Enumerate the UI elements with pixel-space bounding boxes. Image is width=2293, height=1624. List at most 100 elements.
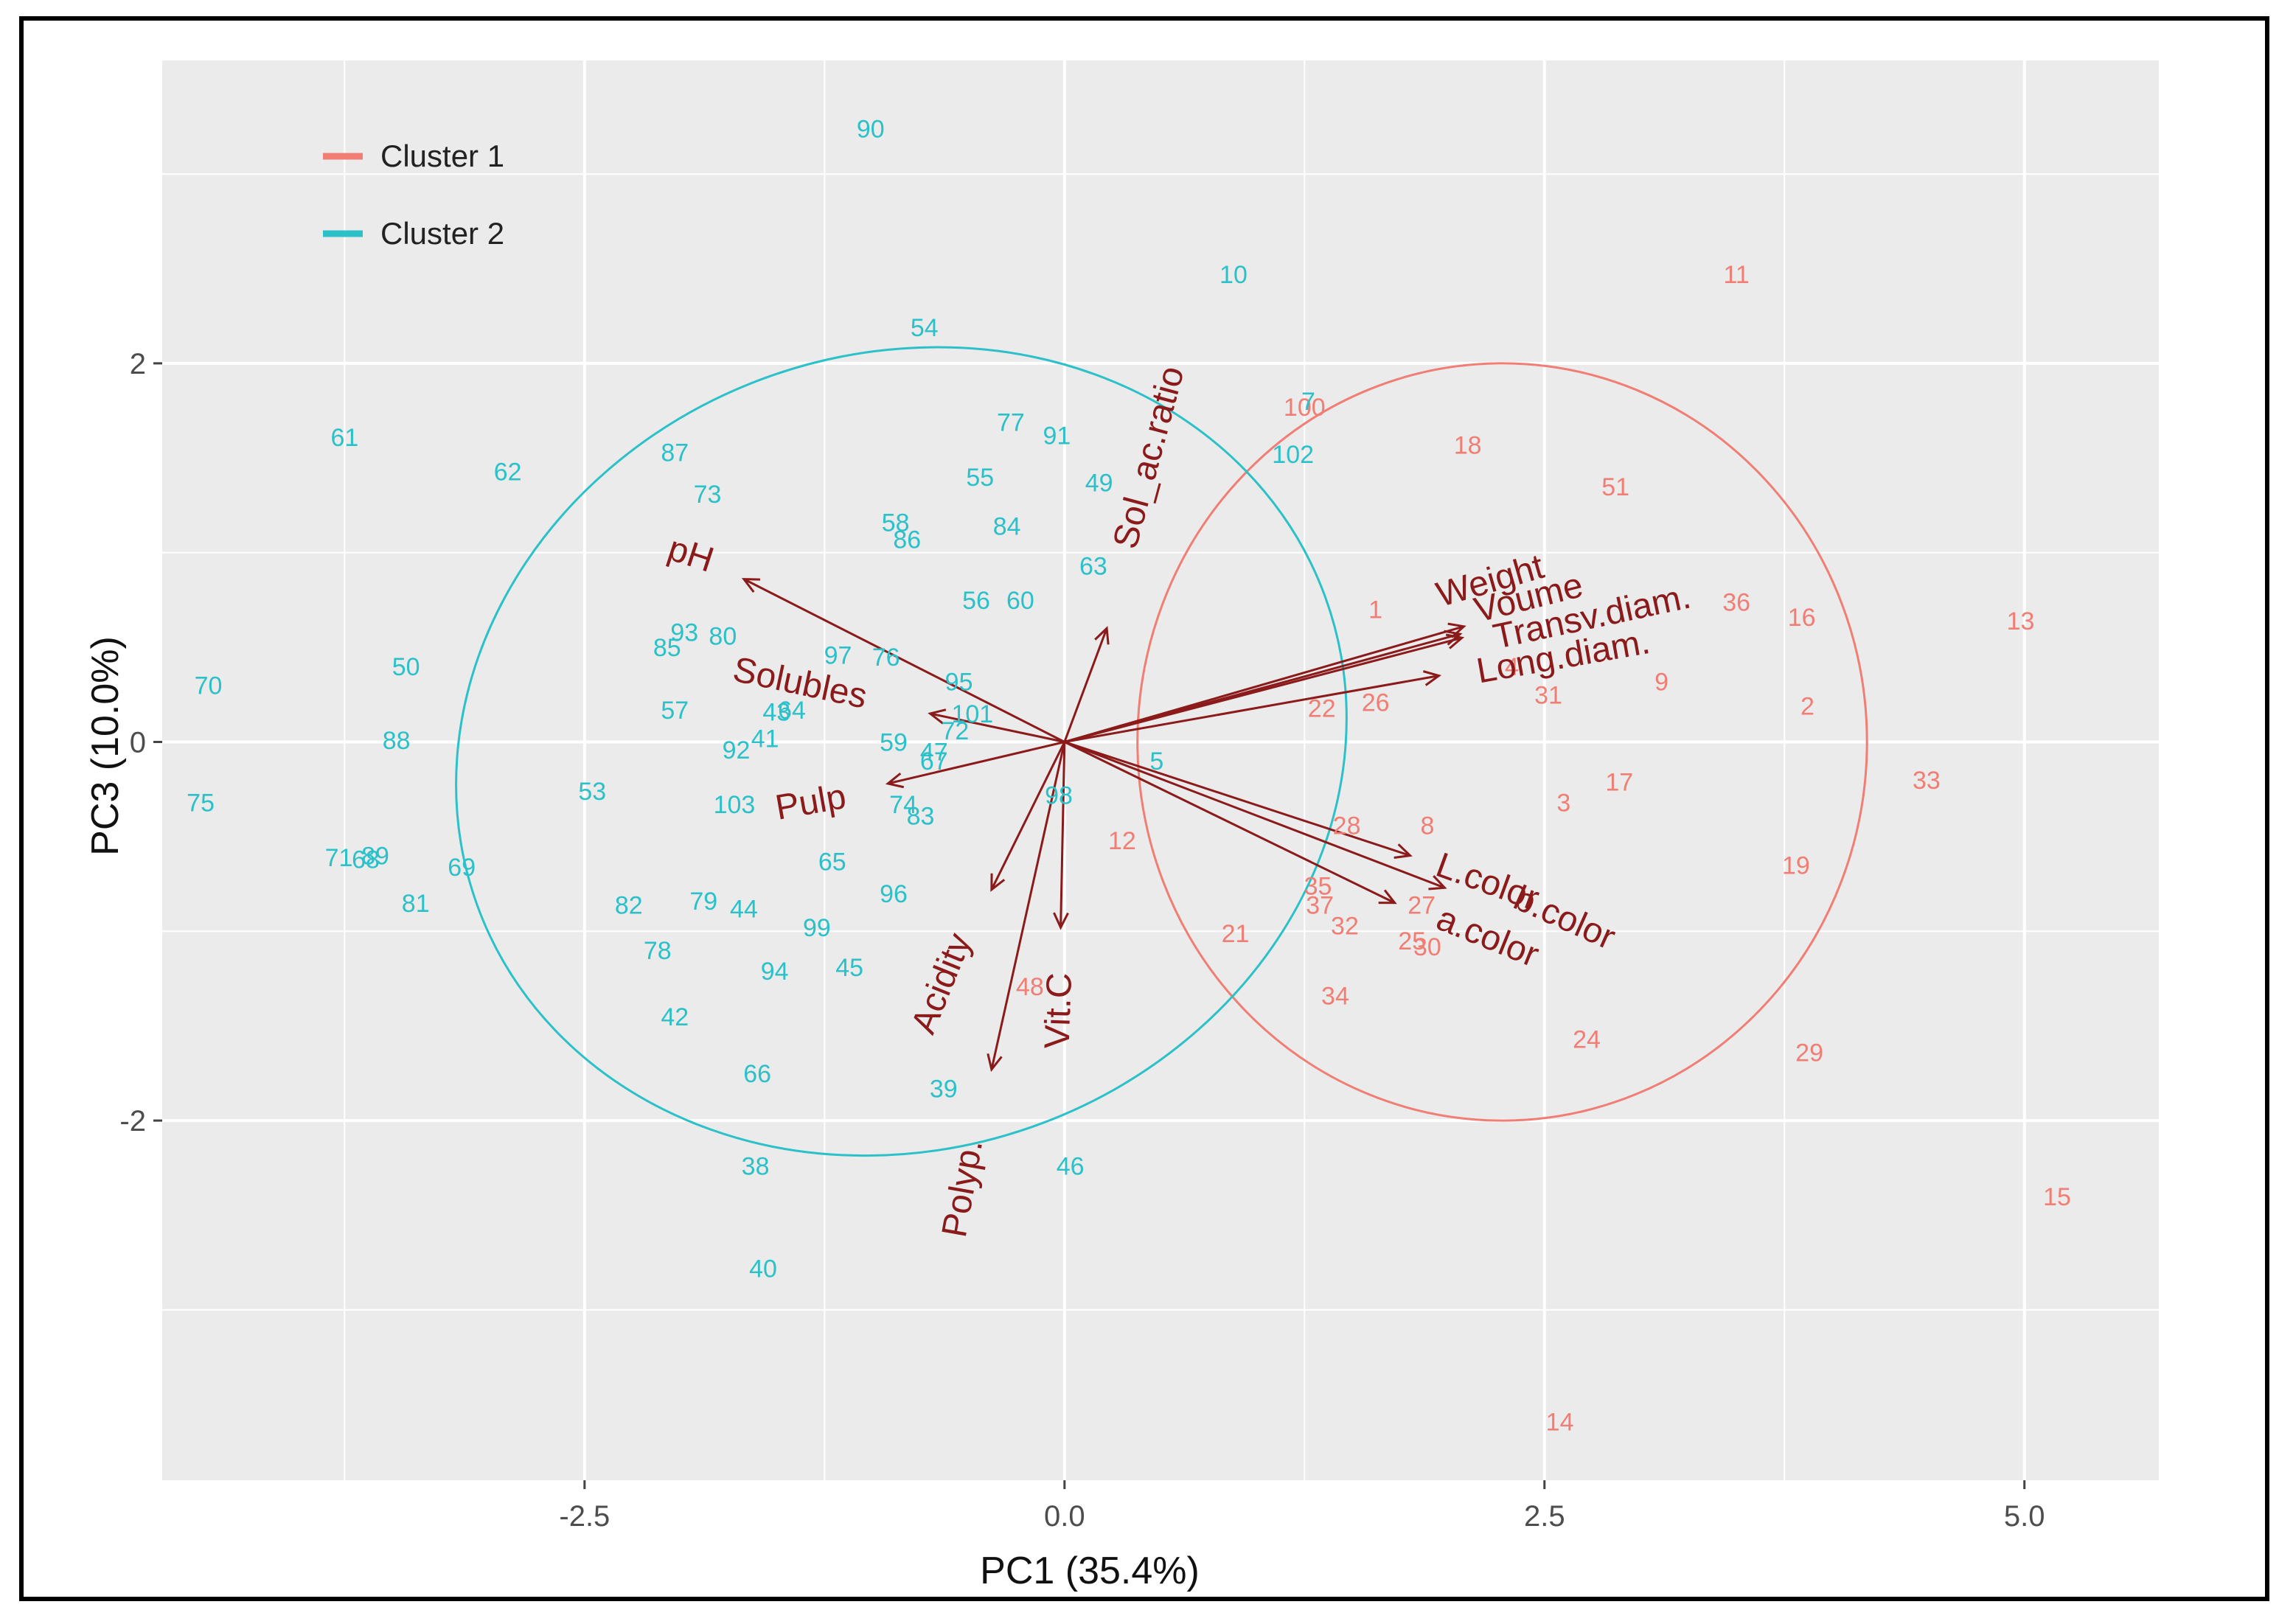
point-label-cluster1: 19: [1782, 851, 1810, 879]
x-tick-label: 2.5: [1524, 1500, 1565, 1533]
point-label-cluster1: 22: [1308, 694, 1336, 722]
grid-major: [162, 60, 2159, 1480]
point-label-cluster1: 13: [2007, 607, 2035, 635]
point-label-cluster1: 21: [1222, 920, 1250, 948]
point-label-cluster2: 5: [1149, 747, 1163, 776]
point-label-cluster2: 40: [749, 1255, 777, 1283]
point-label-cluster1: 100: [1284, 394, 1326, 422]
loading-arrowhead: [1445, 633, 1465, 649]
point-label-cluster2: 98: [1045, 781, 1073, 809]
point-label-cluster2: 42: [661, 1003, 689, 1031]
point-label-cluster2: 56: [962, 587, 990, 615]
point-label-cluster1: 17: [1605, 768, 1633, 796]
point-label-cluster2: 58: [882, 509, 910, 537]
point-label-cluster2: 74: [889, 791, 917, 819]
point-label-cluster2: 44: [730, 895, 758, 923]
loading-arrow: [1064, 741, 1445, 889]
point-label-cluster2: 81: [402, 890, 430, 918]
point-label-cluster2: 75: [187, 790, 215, 818]
point-label-cluster1: 15: [2043, 1183, 2071, 1211]
point-label-cluster2: 72: [941, 717, 969, 745]
y-axis-label: PC3 (10.0%): [84, 636, 127, 856]
point-label-cluster1: 27: [1408, 891, 1436, 919]
loading-arrowhead: [1053, 912, 1069, 930]
loading-arrow: [1063, 627, 1108, 743]
cluster-ellipses: [455, 346, 1868, 1157]
point-label-cluster2: 10: [1219, 261, 1248, 289]
loading-arrowhead: [1094, 626, 1110, 645]
point-label-cluster2: 82: [615, 891, 643, 919]
loading-arrow: [743, 578, 1065, 743]
cluster-ellipse-1: [1136, 362, 1868, 1122]
point-label-cluster2: 63: [1079, 553, 1107, 581]
point-label-cluster2: 101: [951, 700, 993, 728]
point-label-cluster2: 62: [494, 458, 522, 486]
loading-arrowhead: [1378, 889, 1397, 905]
point-label-cluster2: 83: [907, 803, 935, 831]
point-label-cluster2: 84: [993, 513, 1021, 541]
point-label-cluster2: 79: [689, 888, 717, 916]
point-label-cluster1: 3: [1556, 790, 1570, 818]
point-label-cluster2: 57: [661, 697, 689, 725]
point-label-cluster2: 60: [1006, 587, 1034, 615]
loading-arrowhead: [990, 873, 1006, 892]
point-label-cluster1: 30: [1413, 933, 1441, 961]
point-label-cluster1: 26: [1362, 689, 1390, 717]
point-label-cluster1: 29: [1795, 1039, 1823, 1067]
point-label-cluster1: 16: [1788, 604, 1816, 632]
point-label-cluster1: 18: [1454, 431, 1482, 459]
point-label-cluster1: 4: [1505, 653, 1519, 681]
point-label-cluster1: 1: [1368, 596, 1382, 624]
point-label-cluster2: 92: [723, 736, 751, 764]
loading-arrow: [1059, 742, 1066, 928]
point-label-cluster2: 96: [880, 880, 908, 908]
point-label-cluster2: 45: [835, 954, 863, 982]
grid-minor: [162, 60, 2159, 1480]
point-label-cluster2: 99: [803, 914, 831, 942]
legend-label-cluster2: Cluster 2: [380, 216, 504, 251]
point-label-cluster2: 87: [661, 439, 689, 467]
point-label-cluster2: 7: [1301, 388, 1315, 416]
loading-arrow: [1064, 741, 1396, 905]
point-label-cluster2: 66: [743, 1060, 771, 1088]
point-label-cluster1: 32: [1331, 913, 1359, 941]
point-label-cluster2: 69: [448, 854, 476, 882]
point-label-cluster2: 43: [762, 698, 790, 726]
point-label-cluster2: 88: [383, 727, 411, 755]
point-label-cluster2: 76: [872, 644, 900, 672]
y-tick-label: 2: [130, 348, 146, 380]
y-tick-label: 0: [130, 726, 146, 759]
x-tick-label: -2.5: [559, 1500, 610, 1533]
point-label-cluster2: 68: [352, 846, 380, 874]
point-label-cluster1: 11: [1724, 261, 1750, 289]
loading-arrow: [990, 742, 1066, 1070]
legend: Cluster 1 Cluster 2: [323, 139, 504, 251]
axes: -2.5 0.0 2.5 5.0 -2 0 2: [119, 348, 2045, 1533]
x-tick-label: 5.0: [2004, 1500, 2045, 1533]
point-label-cluster1: 31: [1534, 681, 1562, 709]
point-label-cluster1: 2: [1800, 693, 1814, 721]
point-label-cluster2: 80: [709, 623, 737, 651]
loading-arrow: [887, 741, 1065, 785]
loading-arrowhead: [1422, 670, 1441, 686]
loading-arrow: [1064, 636, 1463, 743]
point-label-cluster2: 55: [966, 464, 994, 492]
point-label-cluster2: 53: [578, 778, 606, 806]
point-label-cluster1: 35: [1304, 873, 1332, 901]
loading-arrows: [741, 578, 1466, 1073]
point-label-cluster1: 48: [1016, 973, 1044, 1001]
y-tick-label: -2: [119, 1105, 146, 1137]
loading-arrowhead: [987, 1053, 1003, 1073]
point-label-cluster2: 64: [778, 697, 806, 725]
loading-arrowhead: [885, 772, 905, 789]
point-label-cluster2: 95: [945, 668, 973, 696]
point-label-cluster2: 91: [1043, 422, 1071, 450]
point-label-cluster2: 90: [857, 115, 885, 143]
loading-arrowhead: [1428, 875, 1447, 891]
point-label-cluster1: 28: [1333, 812, 1361, 840]
loading-arrow: [990, 741, 1066, 891]
point-label-cluster2: 93: [670, 619, 698, 647]
point-label-cluster2: 71: [325, 844, 353, 872]
cluster-ellipse-2: [455, 346, 1348, 1157]
